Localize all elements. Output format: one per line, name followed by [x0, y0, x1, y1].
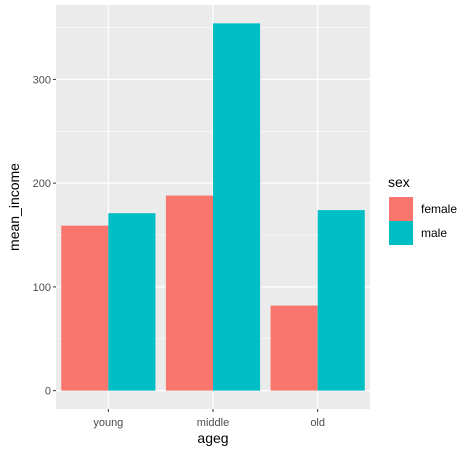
- legend-key-female: [389, 197, 413, 221]
- x-axis-ticks: young middle old: [93, 409, 325, 429]
- x-tick-label: old: [310, 417, 325, 429]
- legend-label-male: male: [421, 226, 447, 240]
- bar-male-old: [317, 210, 365, 391]
- bar-female-old: [270, 305, 318, 391]
- legend: sex female male: [388, 174, 457, 245]
- y-tick-label: 100: [33, 282, 51, 294]
- bar-male-young: [108, 213, 156, 391]
- bar-female-middle: [165, 195, 213, 391]
- x-tick-label: young: [93, 417, 123, 429]
- legend-title: sex: [388, 174, 410, 190]
- legend-key-male: [389, 221, 413, 245]
- y-axis-title: mean_income: [6, 163, 22, 251]
- y-tick-label: 300: [33, 74, 51, 86]
- bars: [61, 23, 365, 391]
- bar-female-young: [61, 225, 109, 391]
- y-tick-label: 0: [45, 386, 51, 398]
- bar-male-middle: [213, 23, 261, 391]
- x-axis-title: ageg: [197, 430, 228, 446]
- y-tick-label: 200: [33, 178, 51, 190]
- x-tick-label: middle: [197, 417, 229, 429]
- y-axis-ticks: 0 100 200 300: [33, 74, 56, 398]
- legend-label-female: female: [421, 202, 457, 216]
